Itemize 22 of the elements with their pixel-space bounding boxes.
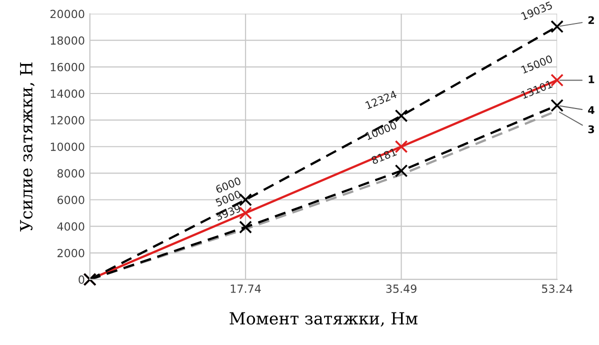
text: 4: [588, 106, 594, 114]
y-tick-label: 6000: [57, 196, 84, 204]
text: 2: [588, 16, 594, 24]
y-tick-label: 0: [78, 275, 84, 284]
y-axis-title: Усилие затяжки, Н: [20, 62, 35, 232]
y-tick-label: 4000: [57, 222, 84, 231]
text: 1: [588, 75, 594, 84]
text: 3: [588, 125, 594, 134]
x-tick-label: 35.49: [386, 284, 416, 293]
y-tick-label: 16000: [50, 62, 84, 72]
y-tick-label: 14000: [50, 89, 84, 98]
data-label: 3939: [215, 204, 242, 221]
y-tick-label: 2000: [58, 248, 84, 258]
y-tick-label: 10000: [50, 142, 84, 152]
y-tick-label: 20000: [50, 10, 84, 18]
y-tick-label: 8000: [57, 169, 84, 178]
y-tick-label: 18000: [50, 36, 84, 45]
x-tick-label: 17.74: [230, 284, 261, 293]
data-label: 8181: [370, 148, 397, 164]
x-tick-label: 53.24: [542, 284, 572, 293]
y-tick-label: 12000: [50, 116, 84, 124]
x-axis-title: Момент затяжки, Нм: [230, 312, 418, 327]
